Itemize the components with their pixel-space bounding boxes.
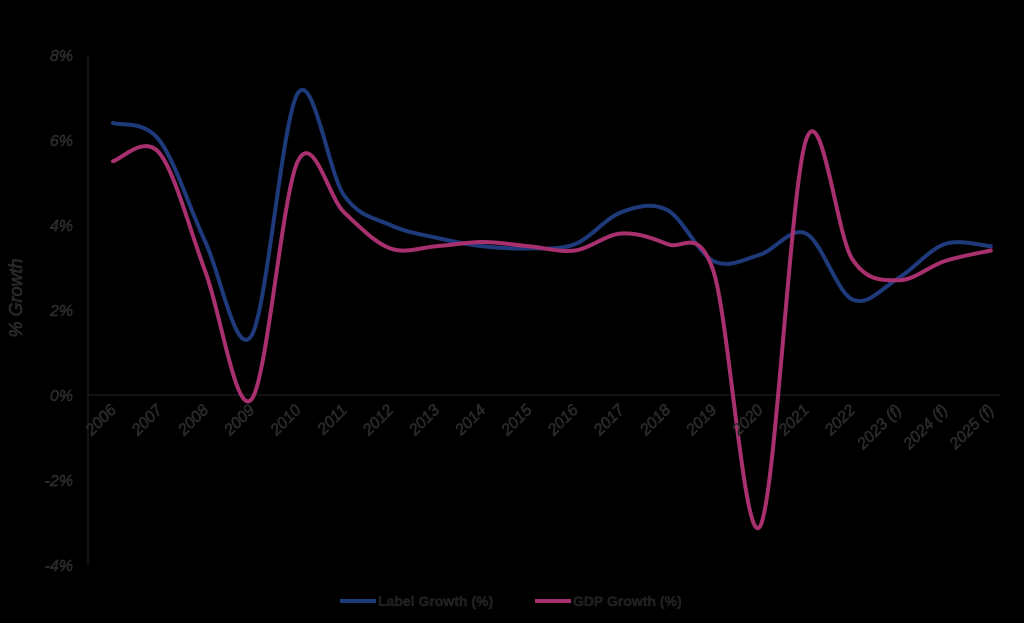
x-tick-labels: 2006 2007 2008 2009 2010 2011 2012 2013 2014 2015… (82, 401, 998, 454)
x-tick-label: 2013 (405, 402, 443, 440)
legend-item: GDP Growth (%) (535, 593, 682, 609)
data-point (620, 211, 622, 214)
data-point (343, 211, 345, 214)
x-tick-label: 2023 (f) (854, 402, 906, 454)
data-point (297, 160, 299, 163)
y-tick-label: 6% (50, 133, 73, 150)
x-tick-label: 2010 (267, 402, 305, 440)
y-axis-title: % Growth (6, 258, 26, 337)
data-point (204, 241, 207, 243)
legend-item: Label Growth (%) (340, 593, 493, 609)
data-point (435, 236, 438, 239)
data-point (574, 249, 576, 252)
data-point (943, 260, 946, 262)
data-point (481, 245, 484, 248)
data-point (158, 151, 160, 154)
data-point (343, 194, 345, 197)
data-point (481, 241, 484, 243)
data-point (250, 334, 253, 337)
y-tick-labels: -4% -2% 0% 2% 4% 6% 8% (44, 48, 73, 575)
data-point (297, 92, 299, 95)
data-point (389, 247, 392, 250)
data-point (158, 139, 160, 141)
data-point (435, 245, 438, 248)
series-gdp-growth (111, 129, 993, 531)
x-tick-label: 2008 (174, 402, 212, 440)
series-label-growth (111, 88, 993, 342)
y-tick-label: 0% (50, 388, 73, 405)
series-line (111, 129, 993, 531)
data-point (574, 243, 576, 245)
data-point (112, 122, 114, 124)
data-point (805, 232, 807, 235)
y-tick-label: 2% (49, 303, 73, 320)
data-point (990, 245, 992, 248)
x-tick-label: 2025 (f) (946, 402, 998, 454)
y-tick-label: 8% (50, 48, 73, 65)
x-tick-label: 2021 (775, 402, 813, 440)
x-tick-label: 2016 (544, 402, 582, 440)
x-tick-label: 2015 (498, 402, 536, 440)
data-point (712, 270, 715, 273)
x-tick-label: 2024 (f) (900, 402, 952, 454)
x-tick-label: 2022 (821, 402, 859, 440)
data-point (712, 260, 715, 262)
legend: Label Growth (%) GDP Growth (%) (340, 593, 682, 609)
data-point (528, 245, 530, 248)
data-point (112, 160, 114, 163)
x-tick-label: 2018 (636, 402, 674, 440)
x-tick-label: 2017 (590, 401, 629, 440)
data-point (666, 209, 669, 211)
data-point (620, 232, 622, 235)
x-tick-label: 2014 (452, 402, 490, 440)
data-point (204, 270, 207, 273)
data-point (250, 398, 253, 401)
data-point (759, 253, 761, 256)
data-point (389, 224, 392, 226)
y-tick-label: -4% (45, 558, 73, 575)
x-tick-label: 2007 (128, 401, 167, 440)
x-tick-label: 2011 (314, 402, 351, 439)
y-tick-label: -2% (45, 473, 73, 490)
x-tick-label: 2012 (359, 402, 397, 440)
series-line (111, 88, 993, 342)
data-point (666, 243, 669, 245)
chart-series (111, 88, 993, 531)
y-tick-label: 4% (50, 218, 73, 235)
data-point (851, 298, 853, 301)
x-tick-label: 2009 (221, 402, 259, 440)
data-point (943, 243, 946, 245)
data-point (851, 258, 853, 260)
data-point (990, 249, 992, 252)
data-point (759, 525, 761, 528)
data-point (897, 279, 900, 282)
x-tick-label: 2019 (683, 402, 721, 440)
legend-label: Label Growth (%) (378, 593, 493, 609)
legend-label: GDP Growth (%) (573, 593, 682, 609)
data-point (805, 139, 807, 141)
chart-axes (87, 55, 1000, 565)
